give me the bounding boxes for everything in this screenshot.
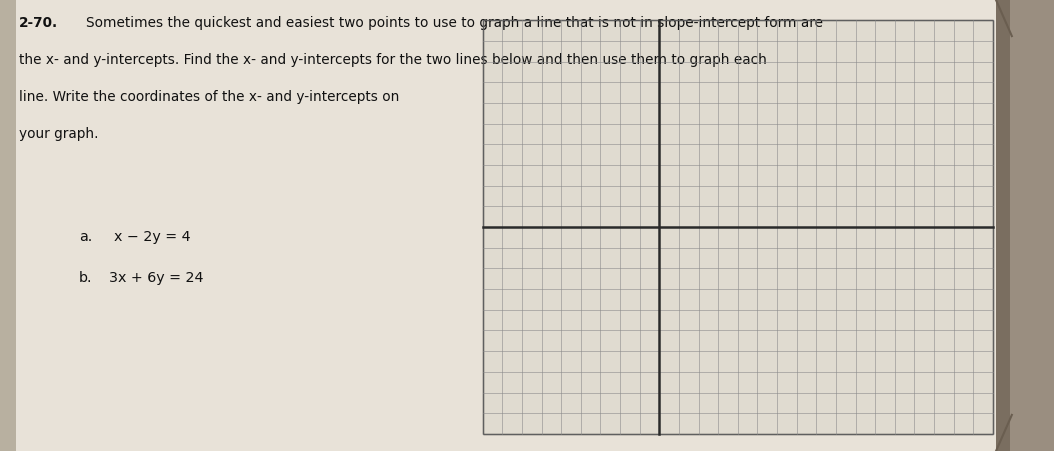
Polygon shape xyxy=(996,0,1010,451)
Bar xyxy=(483,20,993,434)
Text: your graph.: your graph. xyxy=(19,127,98,141)
Text: x − 2y = 4: x − 2y = 4 xyxy=(114,230,191,244)
Text: 3x + 6y = 24: 3x + 6y = 24 xyxy=(109,271,203,285)
Text: b.: b. xyxy=(79,271,93,285)
Text: Sometimes the quickest and easiest two points to use to graph a line that is not: Sometimes the quickest and easiest two p… xyxy=(86,16,823,30)
Polygon shape xyxy=(996,0,1054,451)
Text: line. Write the coordinates of the x- and y-intercepts on: line. Write the coordinates of the x- an… xyxy=(19,90,399,104)
Text: a.: a. xyxy=(79,230,93,244)
Bar xyxy=(0,0,16,451)
Text: 2-70.: 2-70. xyxy=(19,16,58,30)
Text: the x- and y-intercepts. Find the x- and y-intercepts for the two lines below an: the x- and y-intercepts. Find the x- and… xyxy=(19,53,767,67)
